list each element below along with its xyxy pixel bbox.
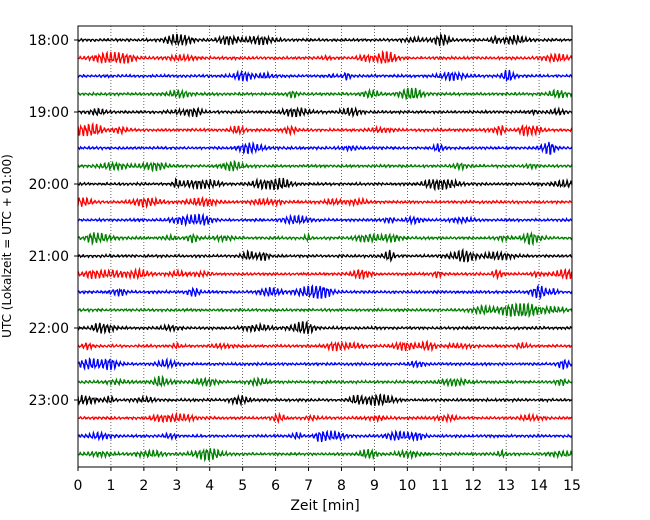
y-tick-label-20:00: 20:00 xyxy=(29,177,69,193)
trace-2345 xyxy=(77,447,573,463)
x-tick-label-7: 7 xyxy=(304,478,313,494)
y-tick-label-21:00: 21:00 xyxy=(29,249,69,265)
x-tick-label-0: 0 xyxy=(74,478,83,494)
x-tick-label-2: 2 xyxy=(139,478,148,494)
trace-2330 xyxy=(77,429,573,443)
trace-2245 xyxy=(77,374,573,388)
x-axis-ticks: 0 1 2 3 4 5 6 7 8 9 10 11 12 13 14 15 xyxy=(74,467,581,494)
trace-1830 xyxy=(77,69,573,83)
trace-1900 xyxy=(77,105,573,119)
trace-2130 xyxy=(77,283,573,301)
trace-1815 xyxy=(77,49,573,65)
trace-2230 xyxy=(77,357,573,372)
plot-frame xyxy=(77,25,573,468)
x-tick-label-9: 9 xyxy=(370,478,379,494)
y-tick-label-23:00: 23:00 xyxy=(29,393,69,409)
x-tick-label-5: 5 xyxy=(238,478,247,494)
trace-1800 xyxy=(77,32,573,47)
trace-2115 xyxy=(77,266,573,281)
y-axis-label: UTC (Lokalzeit = UTC + 01:00) xyxy=(0,154,14,338)
trace-2200 xyxy=(77,320,573,335)
trace-2000 xyxy=(77,176,573,192)
trace-2100 xyxy=(77,247,573,263)
seismic-traces xyxy=(77,32,573,463)
x-tick-label-8: 8 xyxy=(337,478,346,494)
trace-1930 xyxy=(77,140,573,155)
x-tick-label-6: 6 xyxy=(271,478,280,494)
trace-1915 xyxy=(77,121,573,138)
trace-2015 xyxy=(77,195,573,210)
x-tick-label-12: 12 xyxy=(464,478,482,494)
trace-2045 xyxy=(77,230,573,247)
x-tick-label-1: 1 xyxy=(106,478,115,494)
x-tick-label-4: 4 xyxy=(205,478,214,494)
y-tick-label-18:00: 18:00 xyxy=(29,33,69,49)
trace-2315 xyxy=(77,411,573,425)
x-tick-label-11: 11 xyxy=(431,478,449,494)
x-tick-label-10: 10 xyxy=(398,478,416,494)
x-axis-label: Zeit [min] xyxy=(290,498,359,514)
x-tick-label-14: 14 xyxy=(530,478,548,494)
y-tick-label-19:00: 19:00 xyxy=(29,105,69,121)
trace-1845 xyxy=(77,87,573,101)
trace-2300 xyxy=(77,393,573,407)
trace-1945 xyxy=(77,159,573,173)
x-tick-label-3: 3 xyxy=(172,478,181,494)
trace-2215 xyxy=(77,339,573,353)
y-tick-label-22:00: 22:00 xyxy=(29,321,69,337)
x-tick-label-15: 15 xyxy=(563,478,581,494)
x-tick-label-13: 13 xyxy=(497,478,515,494)
y-axis-ticks: 18:00 19:00 20:00 21:00 22:00 23:00 xyxy=(29,33,78,409)
trace-2030 xyxy=(77,212,573,228)
trace-2145 xyxy=(77,301,573,319)
